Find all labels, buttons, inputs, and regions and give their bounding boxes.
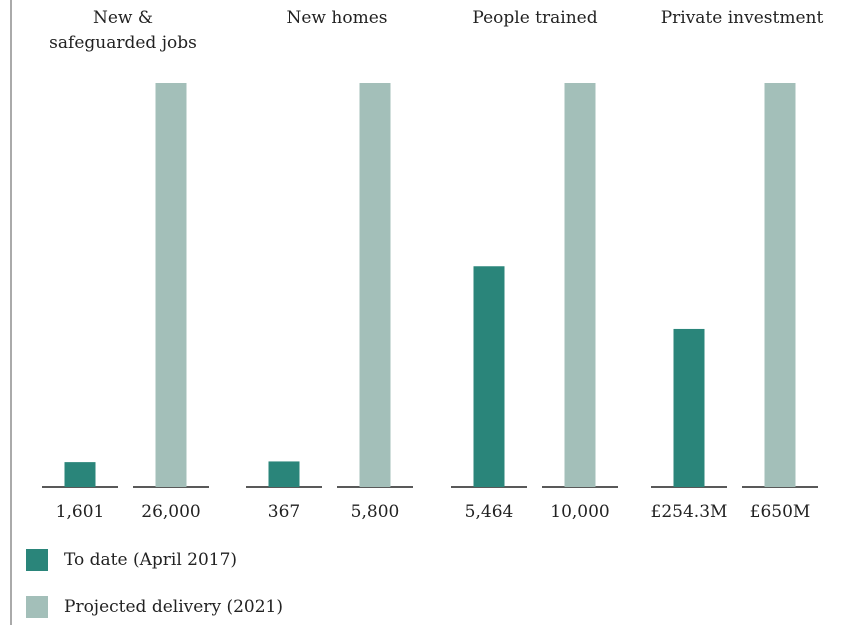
value-label-projected: 5,800 <box>351 502 400 522</box>
group-title: People trained <box>472 8 598 28</box>
bar-to-date <box>673 328 705 487</box>
value-label-to-date: 5,464 <box>465 502 514 522</box>
legend-label-projected: Projected delivery (2021) <box>64 597 283 617</box>
value-label-projected: 10,000 <box>550 502 609 522</box>
group-title: New & safeguarded jobs <box>49 8 197 53</box>
group-title: Private investment <box>660 8 824 28</box>
bar-projected <box>359 83 391 487</box>
value-label-to-date: £254.3M <box>651 502 728 522</box>
bar-projected <box>564 83 596 487</box>
bar-projected <box>155 83 187 487</box>
group-title: New homes <box>286 8 388 28</box>
legend-swatch-projected <box>26 596 48 618</box>
value-label-to-date: 367 <box>268 502 300 522</box>
legend-swatch-to-date <box>26 549 48 571</box>
legend-item-to-date: To date (April 2017) <box>26 549 237 571</box>
bar-projected <box>764 83 796 487</box>
value-label-projected: 26,000 <box>141 502 200 522</box>
bar-to-date <box>473 266 505 487</box>
legend-item-projected: Projected delivery (2021) <box>26 596 283 618</box>
legend-label-to-date: To date (April 2017) <box>64 550 238 570</box>
bar-to-date <box>268 461 300 487</box>
value-label-to-date: 1,601 <box>56 502 105 522</box>
bar-to-date <box>64 462 96 487</box>
value-label-projected: £650M <box>750 502 811 522</box>
